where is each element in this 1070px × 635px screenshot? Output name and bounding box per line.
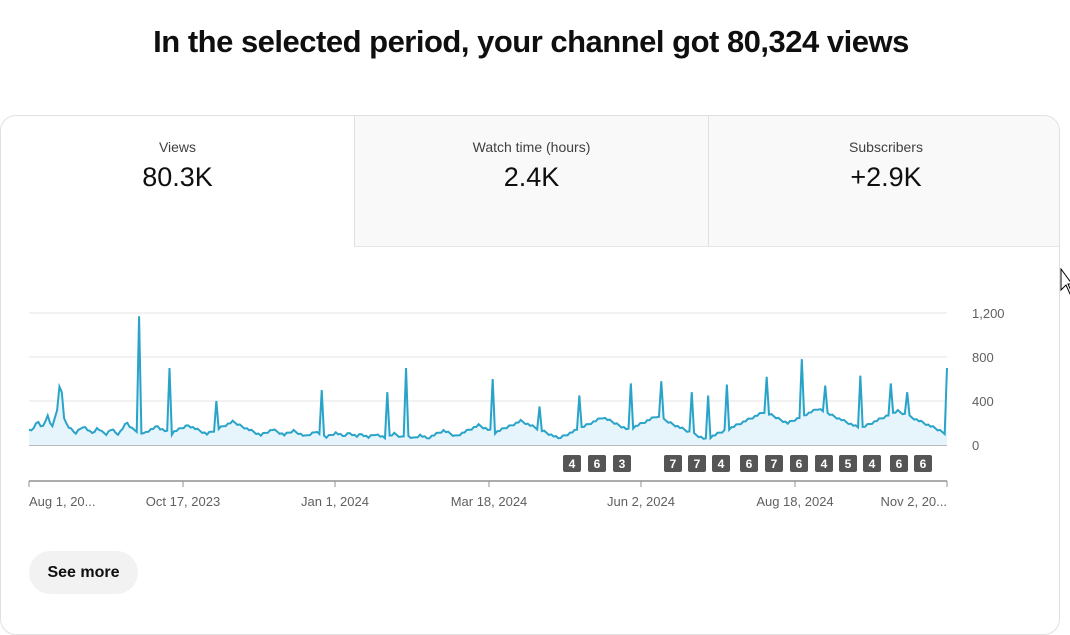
views-series-line xyxy=(28,316,948,441)
x-tick-label: Aug 18, 2024 xyxy=(756,494,833,509)
x-tick-label: Oct 17, 2023 xyxy=(146,494,220,509)
x-tick-label: Aug 1, 20... xyxy=(29,494,96,509)
annotation-marker-label: 3 xyxy=(619,457,626,471)
annotation-marker-label: 4 xyxy=(869,457,876,471)
annotation-marker-label: 4 xyxy=(821,457,828,471)
annotation-marker: 4 xyxy=(712,455,730,472)
tab-subscribers[interactable]: Subscribers +2.9K xyxy=(708,116,1059,247)
annotation-marker-label: 7 xyxy=(670,457,677,471)
analytics-card: Views 80.3K Watch time (hours) 2.4K Subs… xyxy=(0,115,1060,635)
annotation-marker: 6 xyxy=(914,455,932,472)
annotation-marker-label: 6 xyxy=(746,457,753,471)
tab-subscribers-value: +2.9K xyxy=(850,162,922,192)
tab-watch-time-label: Watch time (hours) xyxy=(472,139,591,155)
tab-views-value: 80.3K xyxy=(142,162,213,192)
y-tick-label: 800 xyxy=(972,350,994,365)
mouse-pointer-icon xyxy=(1060,268,1070,295)
see-more-button[interactable]: See more xyxy=(29,551,138,594)
annotation-marker-label: 4 xyxy=(569,457,576,471)
annotation-marker: 7 xyxy=(765,455,783,472)
x-tick-label: Nov 2, 20... xyxy=(881,494,947,509)
y-tick-label: 0 xyxy=(972,438,979,453)
y-axis-ticks: 0 400 800 1,200 xyxy=(972,306,1005,453)
annotation-marker: 6 xyxy=(740,455,758,472)
annotation-marker: 4 xyxy=(563,455,581,472)
annotation-markers: 4 6 3 7 7 4 6 7 6 4 5 4 6 6 xyxy=(563,455,932,472)
annotation-marker: 7 xyxy=(688,455,706,472)
annotation-marker: 6 xyxy=(588,455,606,472)
x-tick-label: Jun 2, 2024 xyxy=(607,494,675,509)
views-line-chart[interactable]: 0 400 800 1,200 4 6 3 7 7 4 6 7 6 4 5 4 6 6 Aug 1, 20...… xyxy=(0,115,1062,535)
annotation-marker: 6 xyxy=(890,455,908,472)
x-tick-label: Jan 1, 2024 xyxy=(301,494,369,509)
tab-subscribers-label: Subscribers xyxy=(849,139,923,155)
y-tick-label: 1,200 xyxy=(972,306,1005,321)
tab-views[interactable]: Views 80.3K xyxy=(1,116,354,247)
annotation-marker-label: 5 xyxy=(845,457,852,471)
annotation-marker-label: 6 xyxy=(896,457,903,471)
annotation-marker: 6 xyxy=(790,455,808,472)
annotation-marker: 3 xyxy=(613,455,631,472)
tab-watch-time[interactable]: Watch time (hours) 2.4K xyxy=(354,116,708,247)
annotation-marker-label: 6 xyxy=(594,457,601,471)
tab-views-label: Views xyxy=(158,139,197,155)
annotation-marker-label: 7 xyxy=(771,457,778,471)
annotation-marker-label: 4 xyxy=(718,457,725,471)
annotation-marker-label: 6 xyxy=(796,457,803,471)
annotation-marker-label: 6 xyxy=(920,457,927,471)
annotation-marker: 7 xyxy=(664,455,682,472)
tab-watch-time-value: 2.4K xyxy=(503,162,560,192)
y-tick-label: 400 xyxy=(972,394,994,409)
annotation-marker: 4 xyxy=(815,455,833,472)
annotation-marker: 4 xyxy=(863,455,881,472)
annotation-marker: 5 xyxy=(839,455,857,472)
x-tick-label: Mar 18, 2024 xyxy=(451,494,528,509)
metric-tabs: Views 80.3K Watch time (hours) 2.4K Subs… xyxy=(1,116,1059,247)
x-axis-ticks: Aug 1, 20... Oct 17, 2023 Jan 1, 2024 Mar 1… xyxy=(28,481,948,509)
annotation-marker-label: 7 xyxy=(694,457,701,471)
page-headline: In the selected period, your channel got… xyxy=(153,24,909,59)
